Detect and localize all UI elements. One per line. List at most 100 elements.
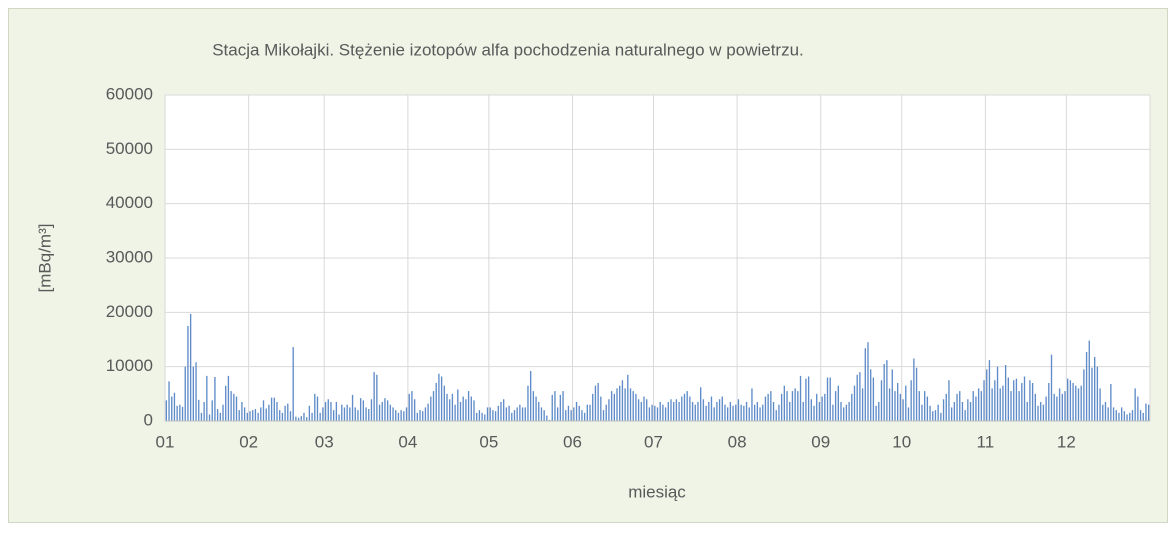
bar — [770, 391, 772, 421]
bar — [756, 401, 759, 421]
bar — [1002, 385, 1004, 421]
x-tick-label: 01 — [156, 432, 175, 451]
bar — [378, 404, 381, 421]
bar — [780, 393, 783, 421]
bar — [225, 385, 227, 421]
bar — [745, 401, 748, 421]
bar — [500, 401, 502, 421]
bar — [270, 397, 273, 421]
bar — [395, 410, 397, 421]
bar — [249, 411, 251, 421]
bar — [535, 396, 537, 421]
bar — [624, 388, 626, 421]
bar — [786, 391, 788, 421]
bar — [189, 313, 192, 421]
bar — [797, 391, 799, 421]
bar — [168, 381, 170, 421]
bar — [597, 382, 599, 421]
bar — [646, 399, 648, 421]
bar — [705, 405, 707, 421]
bar — [1075, 385, 1077, 421]
bar — [319, 412, 321, 421]
bar — [810, 399, 812, 421]
bar — [413, 399, 416, 421]
bar — [664, 407, 667, 421]
y-axis-label: [mBq/m³] — [35, 224, 54, 293]
bar — [179, 404, 181, 421]
bar — [918, 391, 920, 421]
bar — [589, 404, 591, 421]
bar — [735, 404, 737, 421]
bar — [403, 411, 405, 421]
bar — [462, 396, 464, 421]
bar — [332, 410, 335, 421]
bar — [913, 358, 915, 421]
bar — [1056, 396, 1058, 421]
bar — [675, 399, 678, 421]
bar — [222, 404, 224, 421]
bar — [732, 405, 734, 421]
bar — [1142, 412, 1144, 421]
bar — [173, 392, 176, 421]
bar — [791, 391, 794, 421]
bar — [694, 404, 696, 421]
bar — [343, 407, 346, 421]
bar — [902, 399, 904, 421]
bar — [1053, 393, 1055, 421]
bar — [1085, 351, 1088, 421]
bar — [586, 404, 589, 421]
bar — [346, 404, 348, 421]
bar — [1061, 393, 1063, 421]
bar — [959, 391, 961, 421]
bar — [789, 401, 791, 421]
bar — [700, 387, 702, 421]
bar — [907, 407, 910, 421]
bar — [540, 407, 543, 421]
bar — [883, 363, 885, 421]
bar — [324, 401, 327, 421]
bar — [864, 348, 866, 421]
bar — [942, 399, 945, 421]
bar — [311, 412, 313, 421]
bar — [573, 407, 575, 421]
bar — [440, 376, 443, 421]
bar — [608, 399, 610, 421]
bar — [994, 380, 996, 421]
bar — [575, 401, 578, 421]
bar — [214, 376, 216, 421]
bar — [816, 393, 818, 421]
bar — [492, 410, 494, 421]
bar — [473, 400, 475, 421]
bar — [405, 407, 408, 421]
bar — [689, 396, 691, 421]
bar — [284, 405, 286, 421]
bar — [527, 385, 529, 421]
bar — [435, 382, 437, 421]
bar — [802, 401, 804, 421]
bar — [656, 407, 659, 421]
bar — [1026, 401, 1028, 421]
x-tick-label: 11 — [977, 432, 995, 451]
bar — [651, 404, 653, 421]
bar — [554, 391, 556, 421]
x-tick-label: 03 — [315, 432, 334, 451]
bar — [961, 401, 964, 421]
bar — [1107, 407, 1109, 421]
bar — [516, 407, 518, 421]
bar — [654, 405, 656, 421]
bar — [988, 360, 991, 421]
bar — [181, 406, 184, 421]
bar — [1029, 380, 1031, 421]
bar — [1131, 410, 1134, 421]
bar — [505, 407, 508, 421]
bar — [716, 401, 718, 421]
bar — [449, 399, 451, 421]
x-tick-label: 09 — [811, 432, 830, 451]
bar — [1088, 340, 1090, 421]
bar — [338, 414, 340, 421]
bar — [246, 412, 248, 421]
bar — [937, 404, 939, 421]
bar — [211, 400, 213, 421]
bar — [478, 410, 481, 421]
bar — [276, 401, 278, 421]
